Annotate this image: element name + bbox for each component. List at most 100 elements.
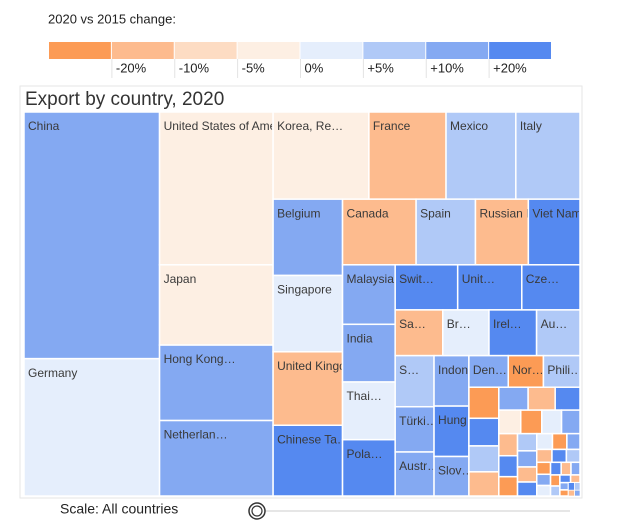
tile-label: Canada — [347, 206, 389, 220]
tile — [516, 481, 538, 497]
legend-swatch — [363, 42, 426, 59]
tile — [549, 461, 562, 476]
tile — [527, 198, 581, 266]
tile — [569, 474, 581, 484]
tile — [272, 111, 370, 200]
tile-label: Irel… — [493, 317, 522, 331]
tile — [520, 409, 543, 435]
legend-label: -5% — [242, 60, 266, 75]
tile-label: Unit… — [462, 272, 495, 286]
tile — [515, 111, 581, 200]
tile-label: China — [28, 119, 60, 133]
tile — [474, 198, 530, 266]
tile-label: Singapore — [277, 283, 332, 297]
legend-label: +5% — [367, 60, 394, 75]
tile — [468, 354, 510, 388]
tile-label: Sa… — [399, 317, 426, 331]
tile — [551, 448, 568, 464]
tile — [498, 475, 519, 497]
tile-label: Phili… — [547, 363, 582, 377]
tile — [549, 474, 561, 487]
tile-label: Mexico — [450, 119, 488, 133]
tile-label: Slov… — [438, 464, 473, 478]
legend-label: 0% — [305, 60, 324, 75]
tile-label: Türki… — [399, 414, 438, 428]
tile-label: Cze… — [526, 272, 559, 286]
tile-label: Pola… — [347, 447, 383, 461]
tile — [442, 309, 490, 357]
tile — [341, 264, 396, 326]
tile-label: Russian Fe… — [479, 206, 552, 220]
tile — [516, 450, 538, 468]
legend-swatch — [300, 42, 363, 59]
tile-label: United States of America — [164, 119, 296, 133]
tile — [468, 471, 500, 497]
tile-label: Thai… — [347, 389, 382, 403]
tile-label: Swit… — [399, 272, 434, 286]
tile — [158, 419, 274, 497]
tile — [516, 432, 538, 452]
legend-label: -10% — [179, 60, 210, 75]
tile — [394, 451, 435, 497]
tile-label: S… — [399, 363, 419, 377]
tile — [535, 309, 581, 357]
tile — [341, 438, 396, 497]
tile — [521, 264, 581, 311]
scale-slider-inner — [251, 505, 263, 517]
tile-label: Korea, Re… — [277, 119, 343, 133]
tile — [433, 354, 470, 407]
scale-slider-handle[interactable] — [248, 502, 266, 520]
tile — [498, 454, 519, 478]
tile-label: Chinese Ta… — [277, 432, 349, 446]
tile-label: Italy — [520, 119, 542, 133]
legend-swatch — [426, 42, 489, 59]
tile-label: Spain — [420, 206, 451, 220]
legend-title: 2020 vs 2015 change: — [48, 11, 176, 26]
legend-label: -20% — [116, 60, 147, 75]
tile — [549, 485, 561, 497]
tile — [498, 409, 522, 435]
legend-swatch — [489, 42, 551, 59]
tile-label: Au… — [541, 317, 568, 331]
tile-label: Indon… — [438, 363, 480, 377]
tile — [551, 432, 568, 451]
legend: -20% -10% -5% 0% +5% +10% +20% — [49, 42, 551, 78]
tile — [272, 424, 344, 497]
tile — [445, 111, 517, 200]
tile-label: Japan — [164, 272, 197, 286]
tile — [536, 432, 554, 451]
legend-swatch — [237, 42, 300, 59]
tile — [468, 445, 500, 473]
tile — [541, 409, 563, 435]
tile — [559, 481, 570, 491]
tile — [536, 448, 553, 464]
tile-label: France — [373, 119, 411, 133]
tile — [23, 111, 161, 360]
legend-swatch — [49, 42, 111, 59]
tile-label: Hung… — [438, 413, 479, 427]
tile — [433, 455, 470, 497]
legend-swatch — [174, 42, 237, 59]
tile — [527, 386, 556, 411]
tile — [559, 489, 570, 497]
tile-label: Germany — [28, 366, 77, 380]
tile — [516, 466, 538, 483]
tile — [536, 473, 552, 487]
tile-label: Austr… — [399, 459, 439, 473]
tile — [574, 482, 581, 491]
tile — [468, 386, 500, 420]
tile-label: Malaysia — [347, 272, 395, 286]
legend-swatch — [111, 42, 174, 59]
tile — [394, 264, 459, 311]
tile-label: India — [347, 331, 373, 345]
tile — [559, 474, 572, 484]
tile — [568, 482, 575, 491]
tile — [570, 461, 581, 476]
tile — [272, 198, 344, 277]
tile — [565, 448, 581, 464]
tile — [566, 432, 581, 451]
tile — [158, 344, 274, 422]
tile — [158, 111, 274, 266]
treemap-tiles: China Germany United States of America Japa… — [23, 111, 582, 497]
